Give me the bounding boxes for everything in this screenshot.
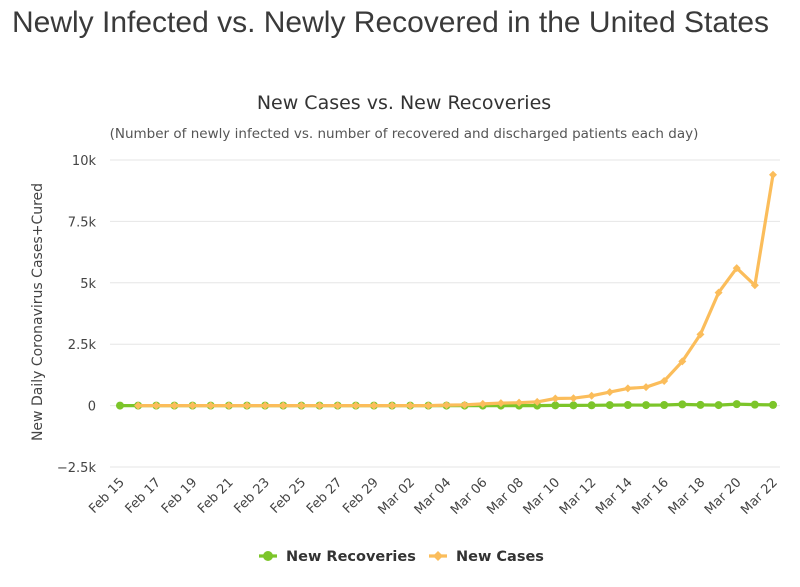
y-tick-label: 7.5k [68,215,97,230]
data-point[interactable] [678,400,687,409]
data-point[interactable] [660,377,669,386]
x-tick-label: Feb 15 [86,475,128,517]
data-point[interactable] [315,401,324,410]
y-axis-ticks: −2.5k 0 2.5k 5k 7.5k 10k [57,154,97,476]
data-point[interactable] [206,401,215,410]
x-tick-label: Mar 10 [521,475,564,518]
x-tick-label: Feb 27 [304,475,346,517]
data-point[interactable] [170,401,179,410]
gridlines [110,159,780,468]
data-point[interactable] [369,401,378,410]
data-point[interactable] [333,401,342,410]
data-point[interactable] [605,388,614,397]
data-point[interactable] [750,400,759,409]
data-point[interactable] [732,400,741,409]
data-point[interactable] [696,330,705,339]
x-tick-label: Feb 21 [195,475,237,517]
data-point[interactable] [587,391,596,400]
data-point[interactable] [678,357,687,366]
data-point[interactable] [769,170,777,179]
data-point[interactable] [152,401,161,410]
chart-title: New Cases vs. New Recoveries [257,92,551,114]
y-tick-label: 0 [88,400,96,415]
data-point[interactable] [496,399,505,408]
legend-label: New Cases [456,549,544,565]
data-point[interactable] [261,401,270,410]
data-point[interactable] [714,288,723,297]
x-tick-label: Mar 06 [448,475,491,518]
data-point[interactable] [642,401,651,410]
data-point[interactable] [769,400,777,409]
data-point[interactable] [587,401,596,410]
series-lines [116,170,777,410]
page-heading: Newly Infected vs. Newly Recovered in th… [12,6,770,39]
data-point[interactable] [188,401,197,410]
x-tick-label: Mar 08 [484,475,527,518]
data-point[interactable] [551,394,560,403]
data-point[interactable] [660,400,669,409]
series-new-cases [134,170,777,410]
x-tick-label: Feb 19 [159,475,201,517]
data-point[interactable] [750,281,759,290]
data-point[interactable] [279,401,288,410]
data-point[interactable] [642,383,651,392]
legend-item-new-recoveries[interactable]: New Recoveries [259,549,416,565]
y-axis-title: New Daily Coronavirus Cases+Cured [30,183,46,441]
y-tick-label: 5k [80,277,96,292]
data-point[interactable] [388,401,397,410]
data-point[interactable] [224,401,233,410]
y-tick-label: 10k [72,154,97,169]
data-point[interactable] [605,401,614,410]
data-point[interactable] [442,401,451,410]
legend[interactable]: New Recoveries New Cases [259,549,544,565]
y-tick-label: −2.5k [57,461,97,476]
x-tick-label: Mar 02 [375,475,418,518]
data-point[interactable] [732,264,741,273]
data-point[interactable] [551,401,560,410]
data-point[interactable] [515,398,524,407]
x-tick-label: Feb 25 [268,475,310,517]
x-tick-label: Mar 14 [593,475,636,518]
x-tick-label: Mar 20 [702,475,745,518]
data-point[interactable] [623,384,632,393]
x-tick-label: Feb 23 [231,475,273,517]
legend-marker [433,551,443,561]
data-point[interactable] [569,394,578,403]
data-point[interactable] [351,401,360,410]
chart-subtitle: (Number of newly infected vs. number of … [110,126,699,142]
data-point[interactable] [714,401,723,410]
data-point[interactable] [424,401,433,410]
data-point[interactable] [623,400,632,409]
x-tick-label: Mar 04 [412,475,455,518]
data-point[interactable] [696,400,705,409]
legend-label: New Recoveries [286,549,416,565]
data-point[interactable] [478,399,487,408]
x-tick-label: Mar 18 [666,475,709,518]
data-point[interactable] [134,401,143,410]
series-line-new-cases [136,173,775,408]
x-tick-label: Mar 12 [557,475,600,518]
x-tick-label: Feb 17 [123,475,165,517]
x-tick-label: Feb 29 [340,475,382,517]
data-point[interactable] [406,401,415,410]
y-tick-label: 2.5k [68,338,97,353]
data-point[interactable] [116,401,124,410]
data-point[interactable] [242,401,251,410]
data-point[interactable] [297,401,306,410]
legend-item-new-cases[interactable]: New Cases [429,549,544,565]
legend-marker [263,551,273,561]
x-tick-label: Mar 16 [629,475,672,518]
data-point[interactable] [460,400,469,409]
data-point[interactable] [569,401,578,410]
x-tick-label: Mar 22 [738,475,781,518]
data-point[interactable] [533,397,542,406]
